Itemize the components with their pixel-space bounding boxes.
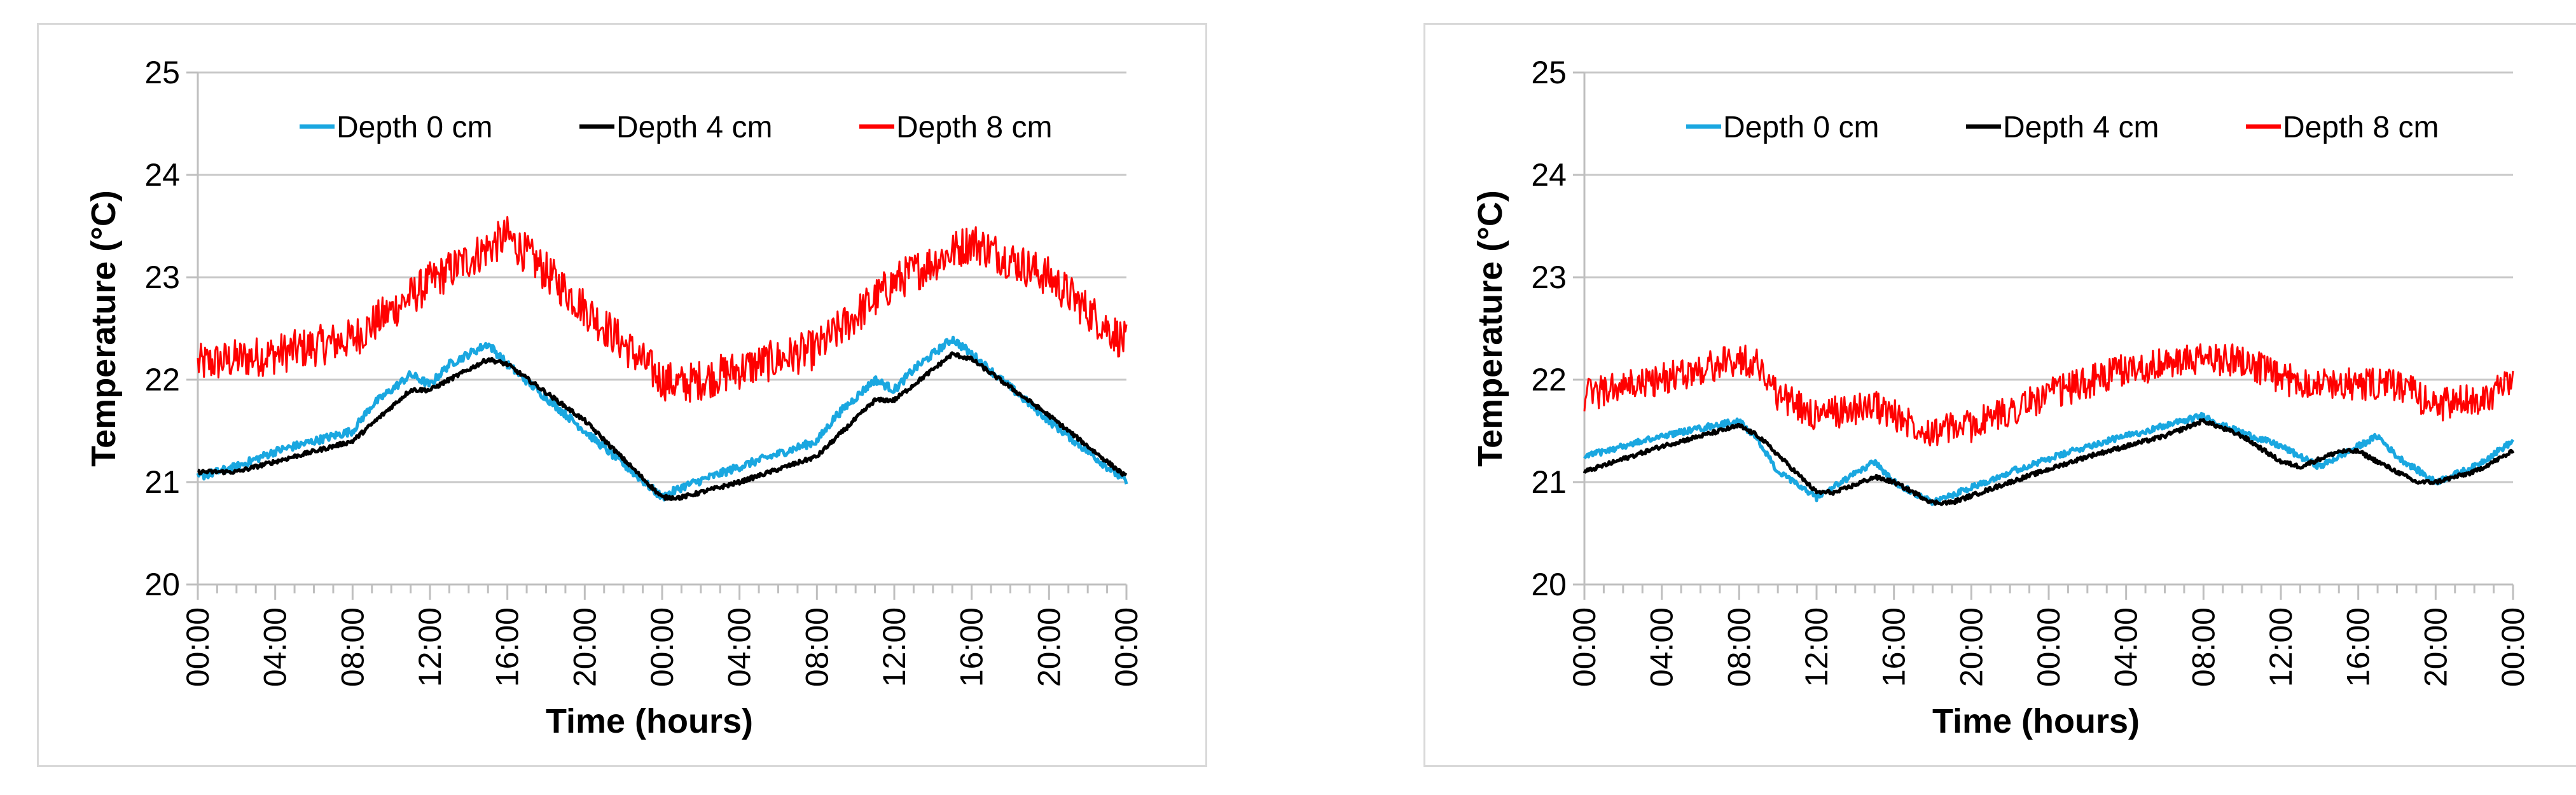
temperature-chart-left: 20 21 22 23 24 25 00:00 04:00 08:00 12:00 16:00 20:…: [85, 55, 1144, 740]
chart1-series-line-depth-0-cm: [1583, 411, 2514, 506]
chart0-y-tick-label: 23: [144, 259, 180, 295]
chart1-y-tick-label: 24: [1531, 157, 1567, 193]
chart0-y-tick-label: 24: [144, 157, 180, 193]
chart0-x-tick-label: 08:00: [335, 607, 370, 687]
chart1-x-tick-label: 16:00: [2341, 607, 2376, 687]
chart1-y-tick-label: 23: [1531, 259, 1567, 295]
chart1-x-tick-label: 04:00: [1644, 607, 1680, 687]
chart1-legend-label: Depth 4 cm: [2003, 111, 2159, 144]
chart1-legend-label: Depth 0 cm: [1723, 111, 1879, 144]
chart1-x-tick-label: 00:00: [2495, 607, 2531, 687]
chart1-y-tick-label: 21: [1531, 464, 1567, 500]
chart1-x-tick-label: 16:00: [1876, 607, 1912, 687]
chart0-x-tick-label: 00:00: [180, 607, 216, 687]
chart1-x-tick-label: 04:00: [2109, 607, 2144, 687]
chart0-x-tick-label: 04:00: [722, 607, 758, 687]
chart1-x-tick-label: 08:00: [1721, 607, 1757, 687]
temperature-chart-right: 20 21 22 23 24 25 00:00 04:00 08:00 12:00 16:00 20:…: [1471, 55, 2531, 740]
chart0-x-tick-label: 08:00: [799, 607, 834, 687]
chart0-y-tick-label: 22: [144, 362, 180, 398]
chart0-y-tick-label: 25: [144, 55, 180, 90]
chart1-x-tick-label: 12:00: [1799, 607, 1834, 687]
chart0-x-tick-label: 20:00: [567, 607, 602, 687]
chart-panel-right: 20 21 22 23 24 25 00:00 04:00 08:00 12:00 16:00 20:…: [1423, 23, 2576, 767]
chart0-x-tick-label: 12:00: [412, 607, 448, 687]
chart0-y-tick-label: 20: [144, 567, 180, 602]
chart0-series-line-depth-8-cm: [197, 216, 1128, 403]
chart0-series-line-depth-4-cm: [197, 351, 1128, 501]
chart1-x-tick-label: 12:00: [2263, 607, 2299, 687]
chart0-x-axis-title: Time (hours): [546, 702, 753, 740]
chart0-y-axis-title: Temperature (°C): [85, 190, 123, 467]
chart0-legend-label: Depth 4 cm: [616, 111, 772, 144]
chart1-x-axis-title: Time (hours): [1932, 702, 2140, 740]
chart1-x-tick-label: 20:00: [2418, 607, 2453, 687]
chart0-x-tick-label: 04:00: [258, 607, 293, 687]
chart0-x-tick-label: 20:00: [1031, 607, 1067, 687]
chart0-series-line-depth-0-cm: [196, 335, 1128, 502]
chart1-x-tick-label: 20:00: [1953, 607, 1989, 687]
chart0-x-tick-label: 16:00: [954, 607, 990, 687]
chart1-y-axis-title: Temperature (°C): [1471, 190, 1509, 467]
chart0-x-tick-label: 00:00: [1109, 607, 1144, 687]
chart1-legend-label: Depth 8 cm: [2283, 111, 2439, 144]
chart1-y-tick-label: 22: [1531, 362, 1567, 398]
chart0-x-tick-label: 16:00: [490, 607, 525, 687]
chart0-legend-label: Depth 0 cm: [336, 111, 492, 144]
chart-panel-left: 20 21 22 23 24 25 00:00 04:00 08:00 12:00 16:00 20:…: [37, 23, 1207, 767]
chart1-x-tick-label: 00:00: [2031, 607, 2067, 687]
chart0-y-tick-label: 21: [144, 464, 180, 500]
chart1-x-tick-label: 08:00: [2185, 607, 2221, 687]
chart1-y-tick-label: 20: [1531, 567, 1567, 602]
chart1-x-tick-label: 00:00: [1567, 607, 1602, 687]
chart0-legend-label: Depth 8 cm: [896, 111, 1052, 144]
chart1-series-line-depth-4-cm: [1582, 418, 2515, 506]
chart0-x-tick-label: 00:00: [644, 607, 680, 687]
chart1-series-line-depth-8-cm: [1583, 343, 2514, 446]
chart0-x-tick-label: 12:00: [876, 607, 912, 687]
chart1-y-tick-label: 25: [1531, 55, 1567, 90]
